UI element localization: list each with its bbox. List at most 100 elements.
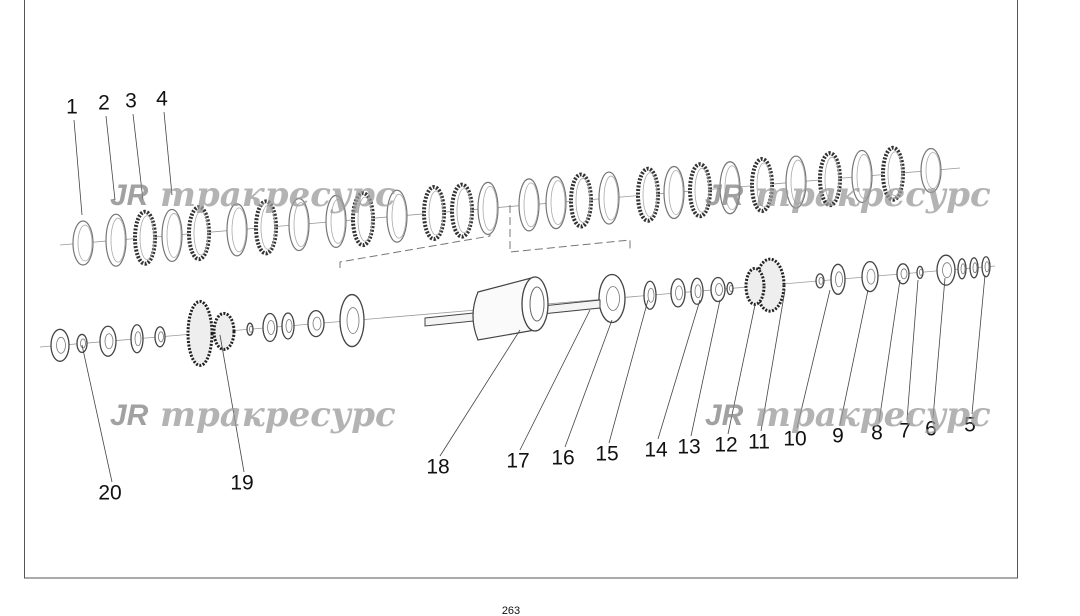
leader-line — [796, 289, 831, 429]
ring-bore — [972, 262, 978, 274]
inner-edge — [293, 202, 309, 247]
ring-bore — [56, 336, 66, 354]
callout-number: 3 — [125, 90, 137, 113]
watermark-text: тракресурс — [160, 395, 396, 435]
watermark-text: тракресурс — [160, 175, 396, 215]
ring-bore — [606, 286, 620, 311]
ring-bore — [104, 333, 114, 350]
friction-disc — [881, 145, 905, 202]
callout-number: 11 — [748, 431, 770, 454]
leaders — [73, 111, 986, 483]
drum-bore — [529, 286, 545, 322]
ring-bore — [960, 263, 966, 275]
inner-edge — [925, 152, 941, 189]
steel-plate — [72, 220, 94, 266]
ring-part — [690, 277, 704, 305]
ring-part — [154, 326, 166, 348]
friction-disc — [254, 199, 278, 256]
leader-line — [105, 115, 116, 201]
leader-line — [519, 309, 591, 451]
ring-bore — [835, 271, 843, 288]
inner-edge — [391, 193, 407, 239]
watermark-text: тракресурс — [755, 175, 991, 215]
ring-part — [281, 312, 295, 340]
friction-disc — [351, 191, 375, 248]
steel-plate — [663, 165, 685, 220]
inner-edge — [166, 213, 182, 258]
watermark-logo: JR — [110, 179, 149, 212]
leader-line — [81, 344, 113, 483]
callout-number: 4 — [156, 88, 168, 111]
inner-edge — [260, 204, 276, 250]
inner-edge — [456, 188, 472, 234]
bracket-right — [509, 205, 631, 253]
parts — [50, 145, 991, 367]
inner-edge — [482, 186, 498, 231]
callout-number: 19 — [230, 472, 253, 495]
callout-number: 8 — [871, 422, 883, 445]
friction-disc — [688, 162, 712, 219]
leader-line — [760, 289, 786, 432]
leader-line — [932, 277, 946, 419]
steel-plate — [785, 155, 807, 209]
ring-bore — [900, 268, 908, 280]
ring-part — [670, 278, 686, 308]
callout-number: 1 — [66, 96, 78, 119]
ring-part — [861, 260, 879, 293]
inner-edge — [231, 207, 247, 253]
steel-plate — [920, 147, 942, 194]
inner-edge — [603, 175, 619, 221]
ring-bore — [729, 285, 733, 292]
watermark-logo: JR — [705, 179, 744, 212]
ring-part — [76, 333, 88, 354]
steel-plate — [518, 178, 540, 232]
ring-bore — [267, 320, 275, 335]
ring-bore — [919, 268, 923, 276]
friction-disc — [818, 151, 842, 208]
leader-line — [690, 299, 721, 437]
leader-line — [727, 304, 756, 435]
frame — [24, 0, 1018, 579]
callout-number: 9 — [832, 425, 844, 448]
leader-line — [608, 299, 649, 444]
ring-part — [598, 273, 626, 324]
inner-edge — [668, 170, 684, 215]
page-number: 263 — [502, 605, 520, 616]
steel-plate — [598, 171, 620, 225]
steel-plate — [719, 161, 741, 215]
ring-part — [130, 324, 144, 354]
leader-line — [163, 111, 173, 196]
inner-edge — [694, 167, 710, 213]
leader-line — [839, 289, 869, 426]
leader-line — [219, 334, 245, 473]
ring-bore — [285, 319, 293, 333]
inner-edge — [139, 215, 155, 261]
friction-disc — [187, 205, 211, 262]
leader-line — [132, 113, 144, 201]
ring-part — [830, 263, 846, 295]
inner-edge — [824, 156, 840, 202]
inner-edge — [756, 162, 772, 208]
drum — [472, 276, 536, 341]
inner-edge — [724, 165, 740, 211]
watermark-text: тракресурс — [755, 395, 991, 435]
ring-bore — [647, 287, 655, 303]
steel-plate — [105, 213, 127, 267]
inner-edge — [523, 182, 539, 228]
ring-part — [936, 254, 956, 286]
steel-plate — [477, 181, 499, 236]
ring-bore — [866, 268, 876, 285]
callout-number: 6 — [925, 418, 937, 441]
inner-edge — [642, 172, 658, 218]
leader-line — [878, 279, 901, 423]
steel-plate — [851, 149, 873, 204]
friction-disc — [450, 182, 474, 239]
steel-plate — [288, 197, 310, 252]
ring-part — [307, 309, 325, 338]
steel-plate — [386, 189, 408, 243]
ring-bore — [715, 283, 723, 296]
ring-part — [710, 276, 726, 303]
callout-number: 18 — [426, 456, 449, 479]
